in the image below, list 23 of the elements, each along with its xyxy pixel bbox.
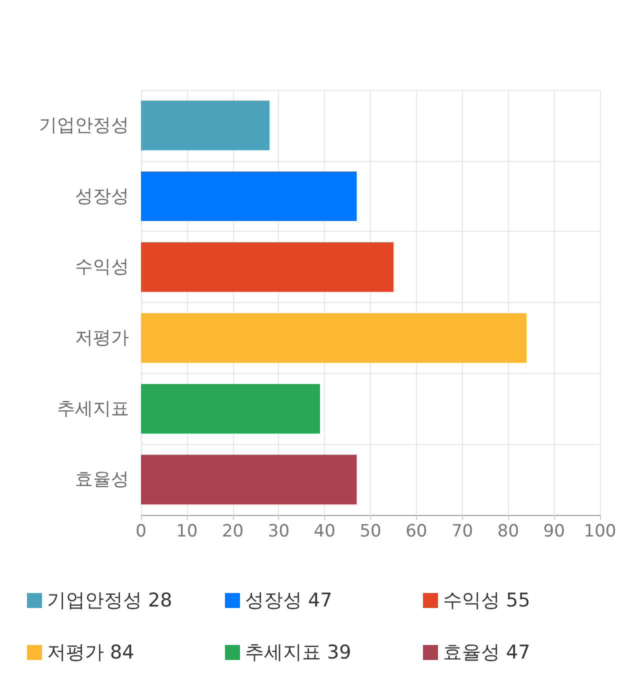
x-tick-label: 90 xyxy=(543,522,565,542)
legend-label: 성장성 47 xyxy=(245,590,332,612)
legend-label: 수익성 55 xyxy=(443,590,530,612)
x-tick-label: 30 xyxy=(268,522,290,542)
x-tick-label: 40 xyxy=(314,522,336,542)
y-tick-label: 효율성 xyxy=(75,469,129,490)
y-tick-label: 수익성 xyxy=(75,256,129,278)
legend-label: 저평가 84 xyxy=(47,642,134,664)
x-tick-label: 70 xyxy=(451,522,474,542)
x-tick-label: 0 xyxy=(136,522,146,542)
legend-label: 추세지표 39 xyxy=(245,642,352,664)
y-tick-label: 추세지표 xyxy=(57,398,129,420)
x-tick-label: 10 xyxy=(176,522,198,542)
x-tick-label: 100 xyxy=(584,522,616,542)
y-tick-label: 저평가 xyxy=(75,327,129,348)
x-tick-label: 80 xyxy=(497,522,520,542)
legend-label: 기업안정성 28 xyxy=(47,590,172,612)
x-tick-label: 20 xyxy=(222,522,244,542)
x-tick-label: 50 xyxy=(360,522,382,542)
y-tick-label: 기업안정성 xyxy=(39,114,129,136)
x-tick-label: 60 xyxy=(406,522,428,542)
y-tick-label: 성장성 xyxy=(75,186,129,207)
legend-label: 효율성 47 xyxy=(443,642,530,664)
